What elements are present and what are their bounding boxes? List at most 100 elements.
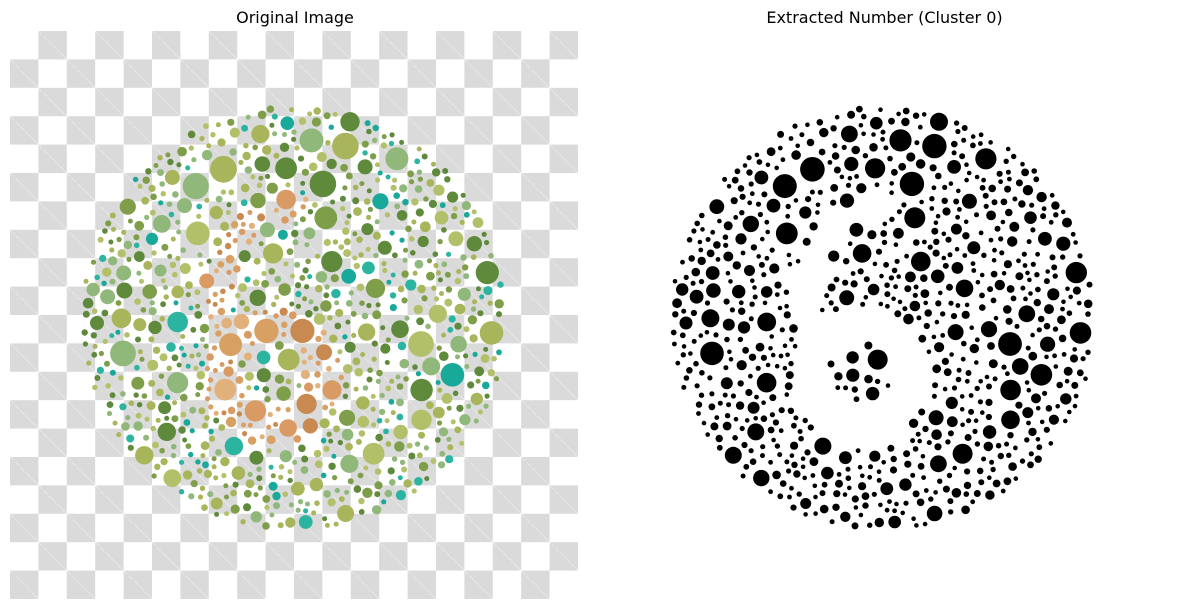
plate-dot — [470, 254, 477, 260]
plate-dot — [212, 291, 218, 297]
plate-dot — [185, 443, 192, 449]
plate-dot — [417, 235, 429, 248]
plate-dot — [170, 443, 177, 450]
mask-dot — [809, 222, 818, 231]
mask-dot — [757, 211, 763, 218]
mask-dot — [956, 367, 962, 373]
mask-dot — [747, 200, 753, 206]
plate-dot — [313, 313, 326, 325]
plate-dot — [259, 434, 265, 440]
plate-dot — [447, 444, 454, 451]
mask-dot — [754, 152, 760, 158]
plate-dot — [158, 373, 165, 379]
plate-dot — [109, 212, 116, 219]
plate-dot — [196, 370, 206, 380]
plate-dot — [247, 422, 253, 428]
mask-dot — [1025, 270, 1030, 276]
mask-dot — [889, 466, 898, 474]
plate-dot — [375, 433, 383, 442]
mask-dot — [959, 153, 966, 160]
mask-dot — [1011, 153, 1017, 160]
mask-dot — [756, 372, 777, 393]
plate-dot — [374, 481, 383, 490]
mask-dot — [932, 249, 940, 257]
plate-dot — [136, 270, 142, 276]
plate-dot — [394, 203, 401, 210]
plate-dot — [267, 411, 273, 418]
mask-dot — [777, 452, 783, 458]
mask-dot — [896, 111, 901, 117]
mask-dot — [963, 491, 970, 497]
mask-dot — [833, 490, 841, 498]
mask-dot — [981, 177, 986, 183]
mask-dot — [681, 308, 687, 314]
plate-dot — [426, 271, 435, 281]
plate-dot — [375, 378, 381, 384]
mask-dot — [716, 444, 723, 451]
plate-dot — [361, 223, 374, 236]
plate-dot — [213, 410, 219, 416]
mask-dot — [923, 322, 930, 330]
plate-dot — [299, 216, 306, 223]
plate-dot — [359, 181, 365, 187]
mask-dot — [828, 300, 834, 306]
mask-dot — [672, 279, 678, 284]
mask-dot — [828, 250, 840, 262]
mask-dot — [707, 375, 713, 381]
mask-dot — [789, 485, 794, 491]
mask-dot — [954, 246, 960, 252]
mask-dot — [839, 451, 852, 465]
plate-dot — [109, 369, 116, 376]
mask-dot — [979, 304, 986, 311]
plate-dot — [462, 264, 469, 271]
mask-dot — [1048, 219, 1054, 225]
plate-dot — [199, 135, 205, 142]
mask-dot — [1065, 261, 1087, 284]
plate-dot — [233, 313, 250, 330]
mask-dot — [847, 110, 856, 119]
mask-dot — [791, 461, 798, 468]
plate-dot — [106, 410, 113, 417]
mask-dot — [961, 137, 967, 143]
plate-dot — [154, 463, 161, 470]
plate-dot — [278, 474, 284, 480]
mask-dot — [977, 399, 983, 405]
mask-dot — [795, 143, 800, 149]
plate-dot — [433, 296, 440, 302]
mask-dot — [1018, 200, 1026, 208]
plate-dot — [226, 269, 232, 275]
plate-dot — [345, 442, 353, 451]
plate-dot — [273, 422, 279, 427]
plate-dot — [109, 333, 115, 339]
mask-dot — [888, 515, 901, 529]
plate-dot — [305, 501, 310, 507]
plate-dot — [363, 465, 369, 471]
mask-dot — [959, 407, 965, 412]
plate-dot — [159, 353, 168, 362]
plate-dot — [220, 456, 230, 467]
plate-dot — [351, 332, 357, 338]
mask-dot — [1055, 404, 1060, 409]
mask-dot — [947, 430, 954, 437]
mask-dot — [929, 164, 937, 172]
mask-dot — [1025, 345, 1031, 351]
plate-dot — [488, 253, 494, 259]
mask-dot — [913, 239, 920, 246]
plate-dot — [295, 290, 302, 298]
mask-dot — [709, 391, 715, 397]
plate-dot — [273, 152, 280, 159]
plate-dot — [459, 440, 465, 446]
plate-dot — [213, 417, 220, 424]
plate-dot — [244, 371, 254, 381]
mask-dot — [842, 492, 848, 497]
plate-dot — [299, 128, 324, 153]
mask-dot — [1004, 185, 1012, 193]
plate-dot — [249, 341, 255, 346]
mask-dot — [917, 124, 923, 130]
plate-dot — [390, 410, 396, 416]
plate-dot — [238, 250, 251, 263]
mask-dot — [761, 272, 767, 278]
mask-dot — [951, 150, 957, 156]
mask-dot — [814, 437, 832, 455]
mask-dot — [997, 452, 1004, 460]
